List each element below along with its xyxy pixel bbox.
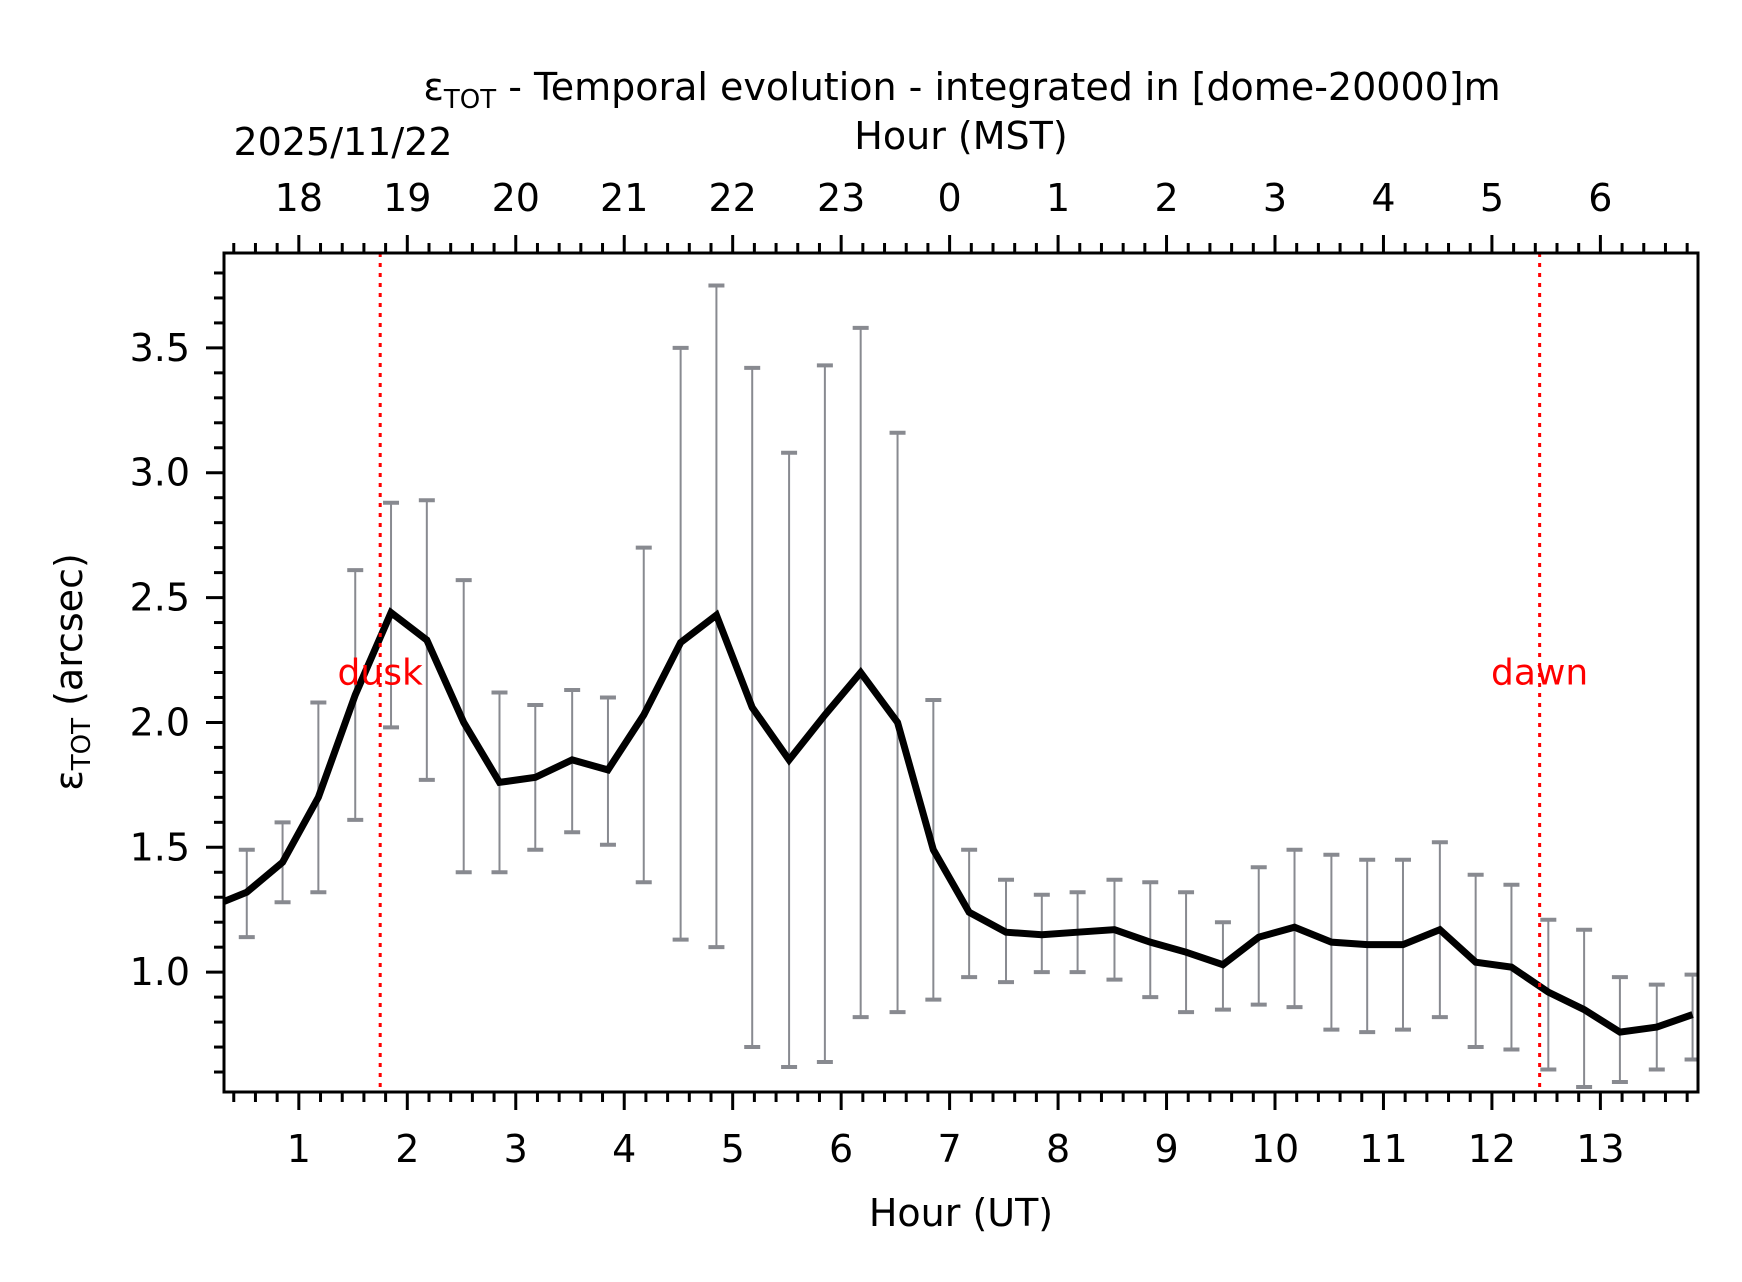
x2-tick-label: 5 [1480,176,1504,220]
y-tick-label: 3.0 [130,451,190,495]
x-tick-label: 2 [395,1127,419,1171]
plot-content [224,253,1698,1092]
date-label: 2025/11/22 [233,120,452,164]
y-tick-label: 2.5 [130,576,190,620]
annotation-label-dusk: dusk [338,653,423,694]
plot-area: dusk dawn11821932042152262370819210311412… [130,176,1700,1171]
y-tick-label: 2.0 [130,700,190,744]
x2-tick-label: 21 [600,176,648,220]
x-tick-label: 10 [1251,1127,1299,1171]
y-tick-label: 1.5 [130,825,190,869]
x2-tick-label: 4 [1371,176,1395,220]
x2-tick-label: 2 [1154,176,1178,220]
x-tick-label: 3 [504,1127,528,1171]
x-tick-label: 6 [829,1127,853,1171]
x-tick-label: 11 [1359,1127,1407,1171]
chart-title: εTOT - Temporal evolution - integrated i… [423,65,1500,115]
x2-tick-label: 0 [938,176,962,220]
y-tick-label: 3.5 [130,326,190,370]
series-line [224,607,1694,1036]
x-tick-label: 5 [721,1127,745,1171]
x2-tick-label: 19 [383,176,431,220]
x2-tick-label: 22 [709,176,757,220]
x2-tick-label: 3 [1263,176,1287,220]
x-tick-label: 12 [1468,1127,1516,1171]
x-tick-label: 9 [1154,1127,1178,1171]
y-axis-label: εTOT (arcsec) [47,553,97,791]
x2-tick-label: 23 [817,176,865,220]
x-tick-label: 1 [287,1127,311,1171]
x-tick-label: 8 [1046,1127,1070,1171]
x2-tick-label: 1 [1046,176,1070,220]
x2-axis-label: Hour (MST) [854,114,1067,158]
x2-tick-label: 20 [492,176,540,220]
x2-tick-label: 6 [1588,176,1612,220]
x-axis-label: Hour (UT) [869,1191,1053,1235]
x2-tick-label: 18 [275,176,323,220]
x-tick-label: 13 [1576,1127,1624,1171]
annotation-label-dawn: dawn [1491,653,1588,694]
x-tick-label: 4 [612,1127,636,1171]
x-tick-label: 7 [938,1127,962,1171]
y-tick-label: 1.0 [130,950,190,994]
